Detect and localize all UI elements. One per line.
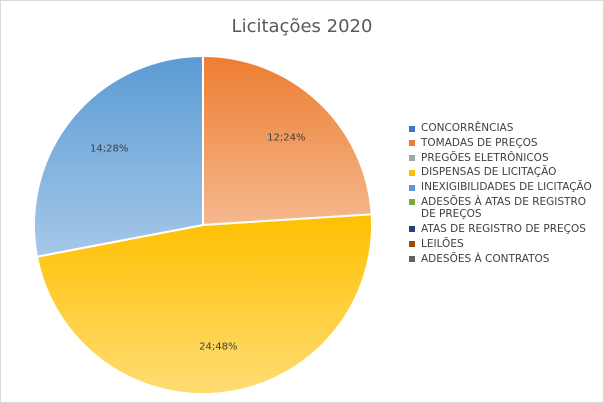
legend-label: TOMADAS DE PREÇOS: [421, 136, 538, 149]
legend-item-dispensas-de-licitacao: DISPENSAS DE LICITAÇÃO: [409, 166, 599, 178]
legend-swatch: [409, 125, 415, 132]
legend-item-atas-de-registro-de-precos: ATAS DE REGISTRO DE PREÇOS: [409, 223, 599, 235]
data-label-dispensas-de-licitacao: 24;48%: [199, 342, 237, 353]
legend-swatch: [409, 184, 415, 191]
legend-item-tomadas-de-precos: TOMADAS DE PREÇOS: [409, 137, 599, 149]
legend-label: PREGÕES ELETRÔNICOS: [421, 151, 549, 164]
legend-label: ADESÕES À CONTRATOS: [421, 252, 550, 265]
legend-swatch: [409, 256, 415, 263]
legend-item-leiloes: LEILÕES: [409, 238, 599, 250]
legend-label: ATAS DE REGISTRO DE PREÇOS: [421, 222, 586, 235]
chart-title: Licitações 2020: [231, 16, 373, 37]
data-label-inexigibilidades-de-licitacao: 14;28%: [90, 143, 128, 154]
pie-slice-inexigibilidades-de-licitacao: [32, 54, 204, 258]
legend-swatch: [409, 140, 415, 147]
legend-label: LEILÕES: [421, 237, 464, 250]
legend-label: INEXIGIBILIDADES DE LICITAÇÃO: [421, 181, 592, 194]
legend-item-pregoes-eletronicos: PREGÕES ELETRÔNICOS: [409, 152, 599, 164]
legend-label: ADESÕES À ATAS DE REGISTRO DE PREÇOS: [421, 195, 587, 221]
legend-swatch: [409, 155, 415, 162]
legend-label: DISPENSAS DE LICITAÇÃO: [421, 166, 557, 179]
pie-slice-dispensas-de-licitacao: [35, 213, 374, 396]
chart-legend: CONCORRÊNCIAS TOMADAS DE PREÇOS PREGÕES EL…: [409, 122, 599, 267]
legend-item-concorrencias: CONCORRÊNCIAS: [409, 122, 599, 134]
data-label-tomadas-de-precos: 12;24%: [267, 132, 305, 143]
legend-swatch: [409, 226, 415, 233]
legend-swatch: [409, 169, 415, 176]
legend-item-inexigibilidades-de-licitacao: INEXIGIBILIDADES DE LICITAÇÃO: [409, 181, 599, 193]
pie-slice-tomadas-de-precos: [202, 54, 373, 227]
legend-swatch: [409, 241, 415, 248]
legend-item-adesoes-a-atas-de-registro-de-precos: ADESÕES À ATAS DE REGISTRO DE PREÇOS: [409, 196, 599, 220]
legend-swatch: [409, 199, 415, 206]
legend-label: CONCORRÊNCIAS: [421, 122, 514, 134]
legend-item-adesoes-a-contratos: ADESÕES À CONTRATOS: [409, 253, 599, 265]
